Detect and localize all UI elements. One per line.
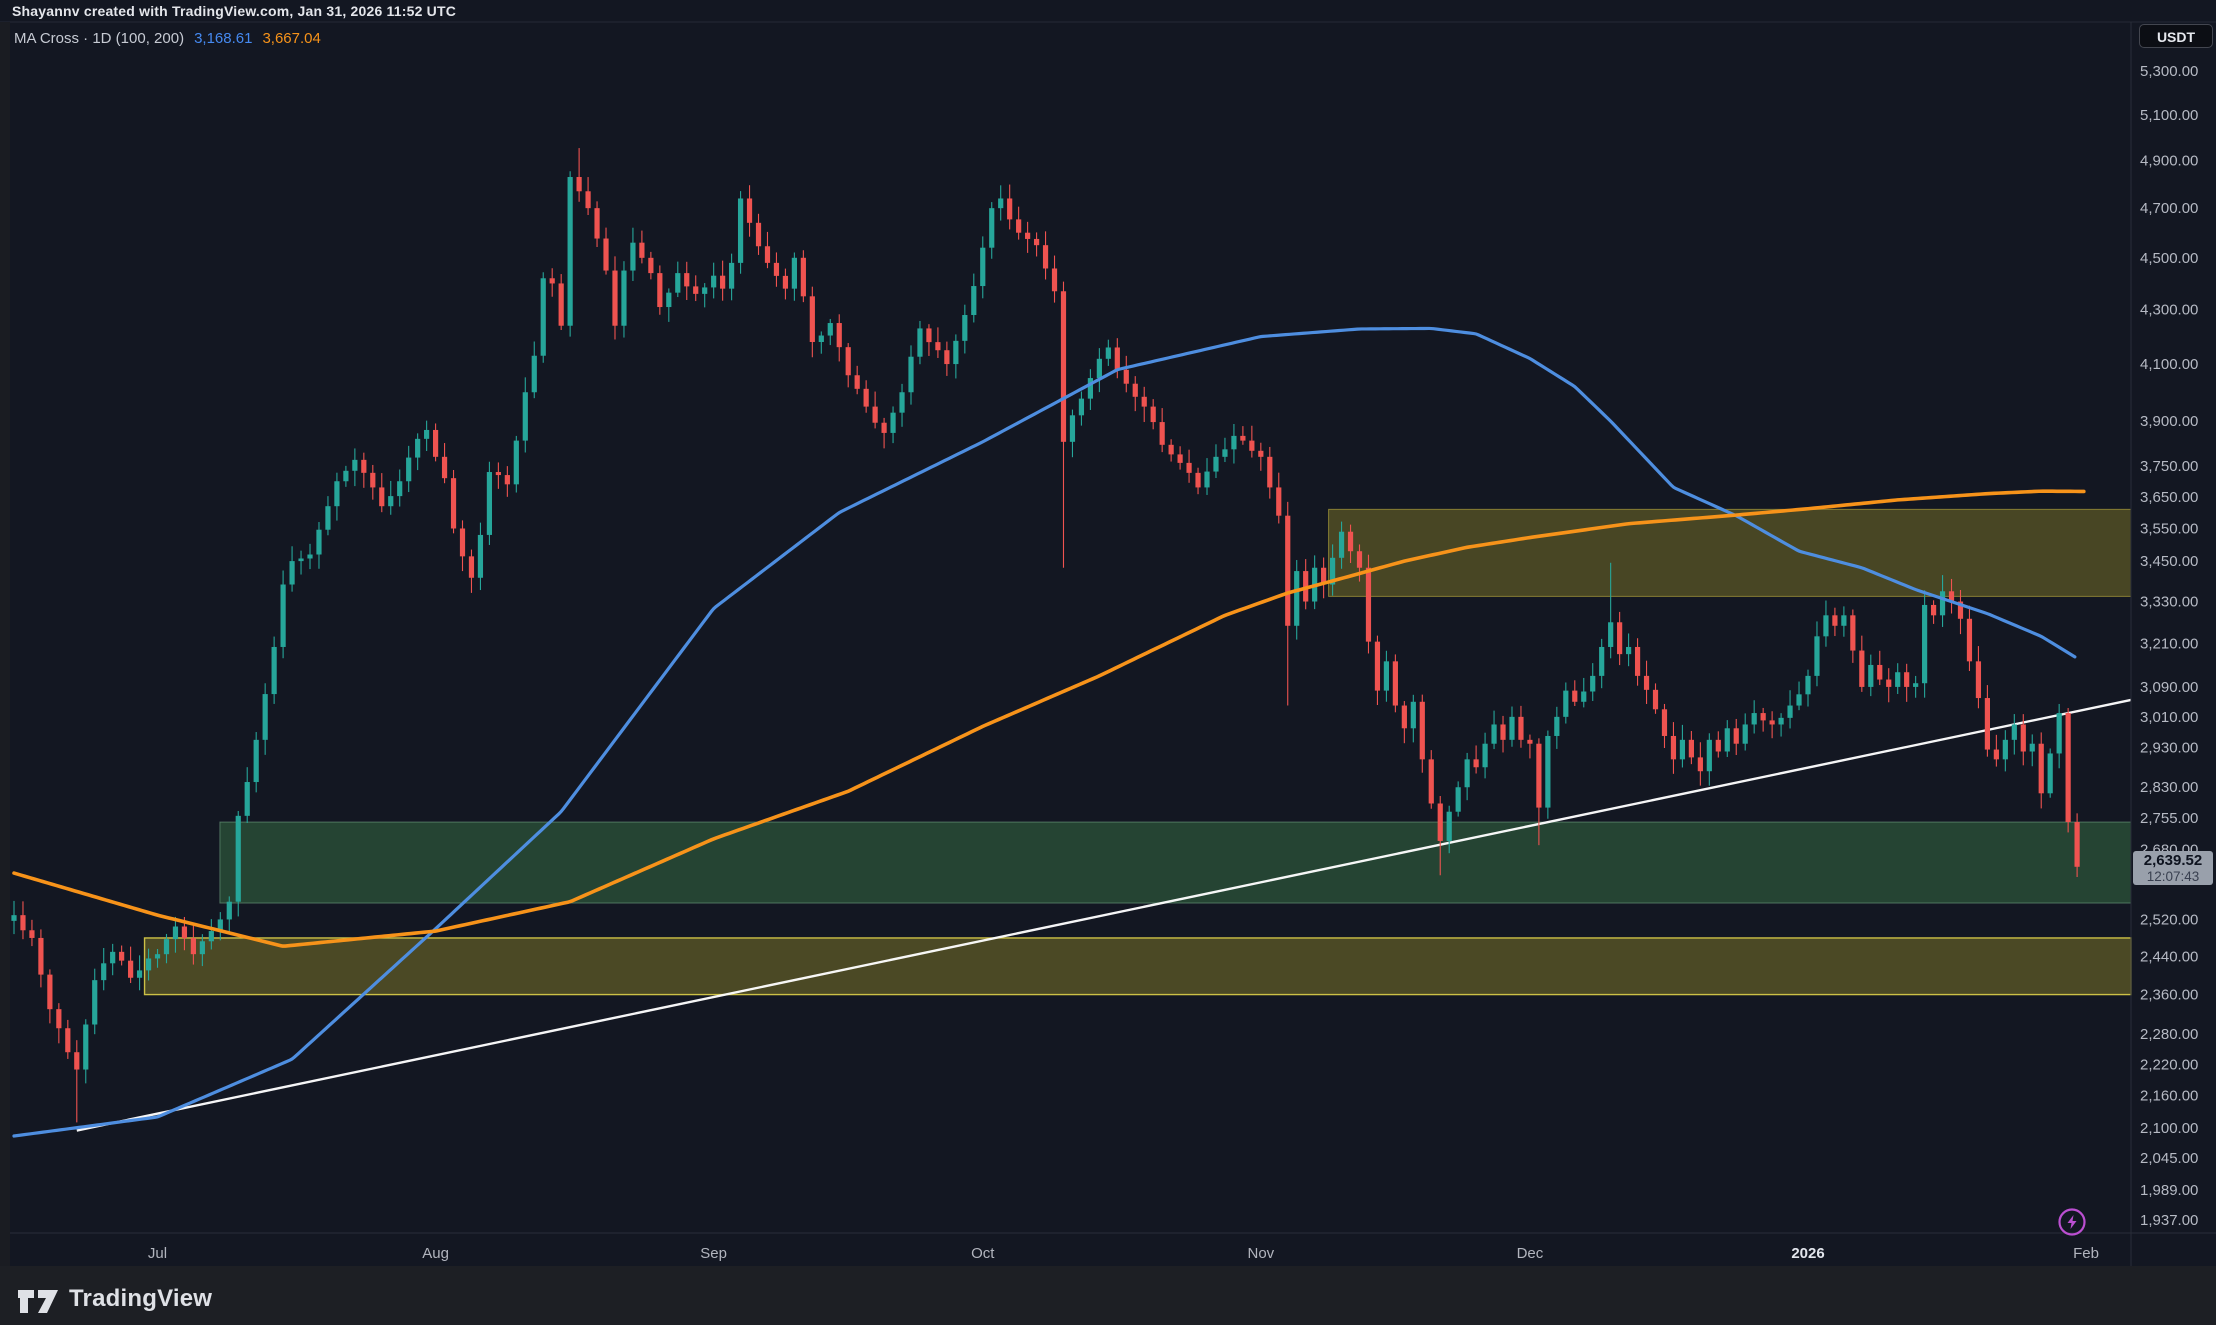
attribution-text: Shayannv created with TradingView.com, J… xyxy=(12,3,457,19)
price-tick-label: 4,300.00 xyxy=(2140,302,2198,319)
candlestick-series[interactable] xyxy=(11,148,2080,1123)
price-tick-label: 2,520.00 xyxy=(2140,912,2198,929)
currency-unit-button[interactable]: USDT xyxy=(2139,24,2213,48)
price-tick-label: 3,900.00 xyxy=(2140,413,2198,430)
time-axis-label: Nov xyxy=(1247,1245,1274,1262)
ma200-value: 3,667.04 xyxy=(262,30,321,47)
price-tick-label: 4,500.00 xyxy=(2140,250,2198,267)
price-tick-label: 3,550.00 xyxy=(2140,520,2198,537)
time-axis-label: Dec xyxy=(1517,1245,1544,1262)
time-axis-label: Sep xyxy=(700,1245,727,1262)
ascending-trendline[interactable] xyxy=(76,698,2132,1132)
price-tick-label: 1,989.00 xyxy=(2140,1182,2198,1199)
price-tick-label: 3,090.00 xyxy=(2140,679,2198,696)
tradingview-logo-icon xyxy=(18,1290,58,1313)
price-tick-label: 2,045.00 xyxy=(2140,1150,2198,1167)
last-price-badge: 2,639.52 12:07:43 xyxy=(2133,851,2213,885)
time-axis-label: Aug xyxy=(422,1245,449,1262)
price-tick-label: 2,160.00 xyxy=(2140,1088,2198,1105)
price-zones xyxy=(143,508,2132,996)
ma200-line[interactable] xyxy=(12,489,2086,948)
time-axis-label: Jul xyxy=(148,1245,167,1262)
price-tick-label: 3,330.00 xyxy=(2140,594,2198,611)
demand-zone[interactable] xyxy=(219,821,2132,904)
left-gutter xyxy=(0,22,10,1266)
price-tick-label: 2,755.00 xyxy=(2140,810,2198,827)
price-tick-label: 2,360.00 xyxy=(2140,987,2198,1004)
price-tick-label: 3,650.00 xyxy=(2140,489,2198,506)
price-tick-label: 2,100.00 xyxy=(2140,1120,2198,1137)
price-tick-label: 3,450.00 xyxy=(2140,553,2198,570)
ma100-value: 3,168.61 xyxy=(194,30,253,47)
price-tick-label: 5,300.00 xyxy=(2140,63,2198,80)
last-price-value: 2,639.52 xyxy=(2143,852,2203,869)
time-axis-label: Feb xyxy=(2073,1245,2099,1262)
indicator-legend[interactable]: MA Cross · 1D (100, 200) 3,168.61 3,667.04 xyxy=(14,30,321,47)
tradingview-logo-text: TradingView xyxy=(69,1285,213,1312)
price-axis[interactable]: 5,300.00 5,100.00 4,900.00 4,700.00 4,500.00… xyxy=(2140,63,2198,1229)
price-tick-label: 3,210.00 xyxy=(2140,635,2198,652)
tradingview-logo[interactable]: TradingView xyxy=(16,1283,212,1315)
time-axis[interactable]: Jul Aug Sep Oct Nov Dec 2026 Feb xyxy=(148,1245,2099,1262)
time-axis-label: Oct xyxy=(971,1245,995,1262)
bar-countdown: 12:07:43 xyxy=(2146,868,2200,884)
time-axis-label: 2026 xyxy=(1791,1245,1824,1262)
price-tick-label: 4,900.00 xyxy=(2140,153,2198,170)
bottom-bar xyxy=(0,1266,2216,1325)
flash-icon[interactable] xyxy=(2056,1206,2088,1238)
price-tick-label: 3,010.00 xyxy=(2140,709,2198,726)
price-tick-label: 4,100.00 xyxy=(2140,356,2198,373)
price-tick-label: 2,830.00 xyxy=(2140,779,2198,796)
price-tick-label: 2,280.00 xyxy=(2140,1026,2198,1043)
price-tick-label: 3,750.00 xyxy=(2140,458,2198,475)
indicator-label: MA Cross · 1D (100, 200) xyxy=(14,30,185,47)
price-tick-label: 2,440.00 xyxy=(2140,949,2198,966)
price-tick-label: 2,220.00 xyxy=(2140,1056,2198,1073)
price-tick-label: 4,700.00 xyxy=(2140,200,2198,217)
price-tick-label: 1,937.00 xyxy=(2140,1212,2198,1229)
supply-zone-lower[interactable] xyxy=(143,937,2132,996)
price-tick-label: 2,930.00 xyxy=(2140,740,2198,757)
supply-zone-upper[interactable] xyxy=(1328,508,2132,597)
price-tick-label: 5,100.00 xyxy=(2140,107,2198,124)
